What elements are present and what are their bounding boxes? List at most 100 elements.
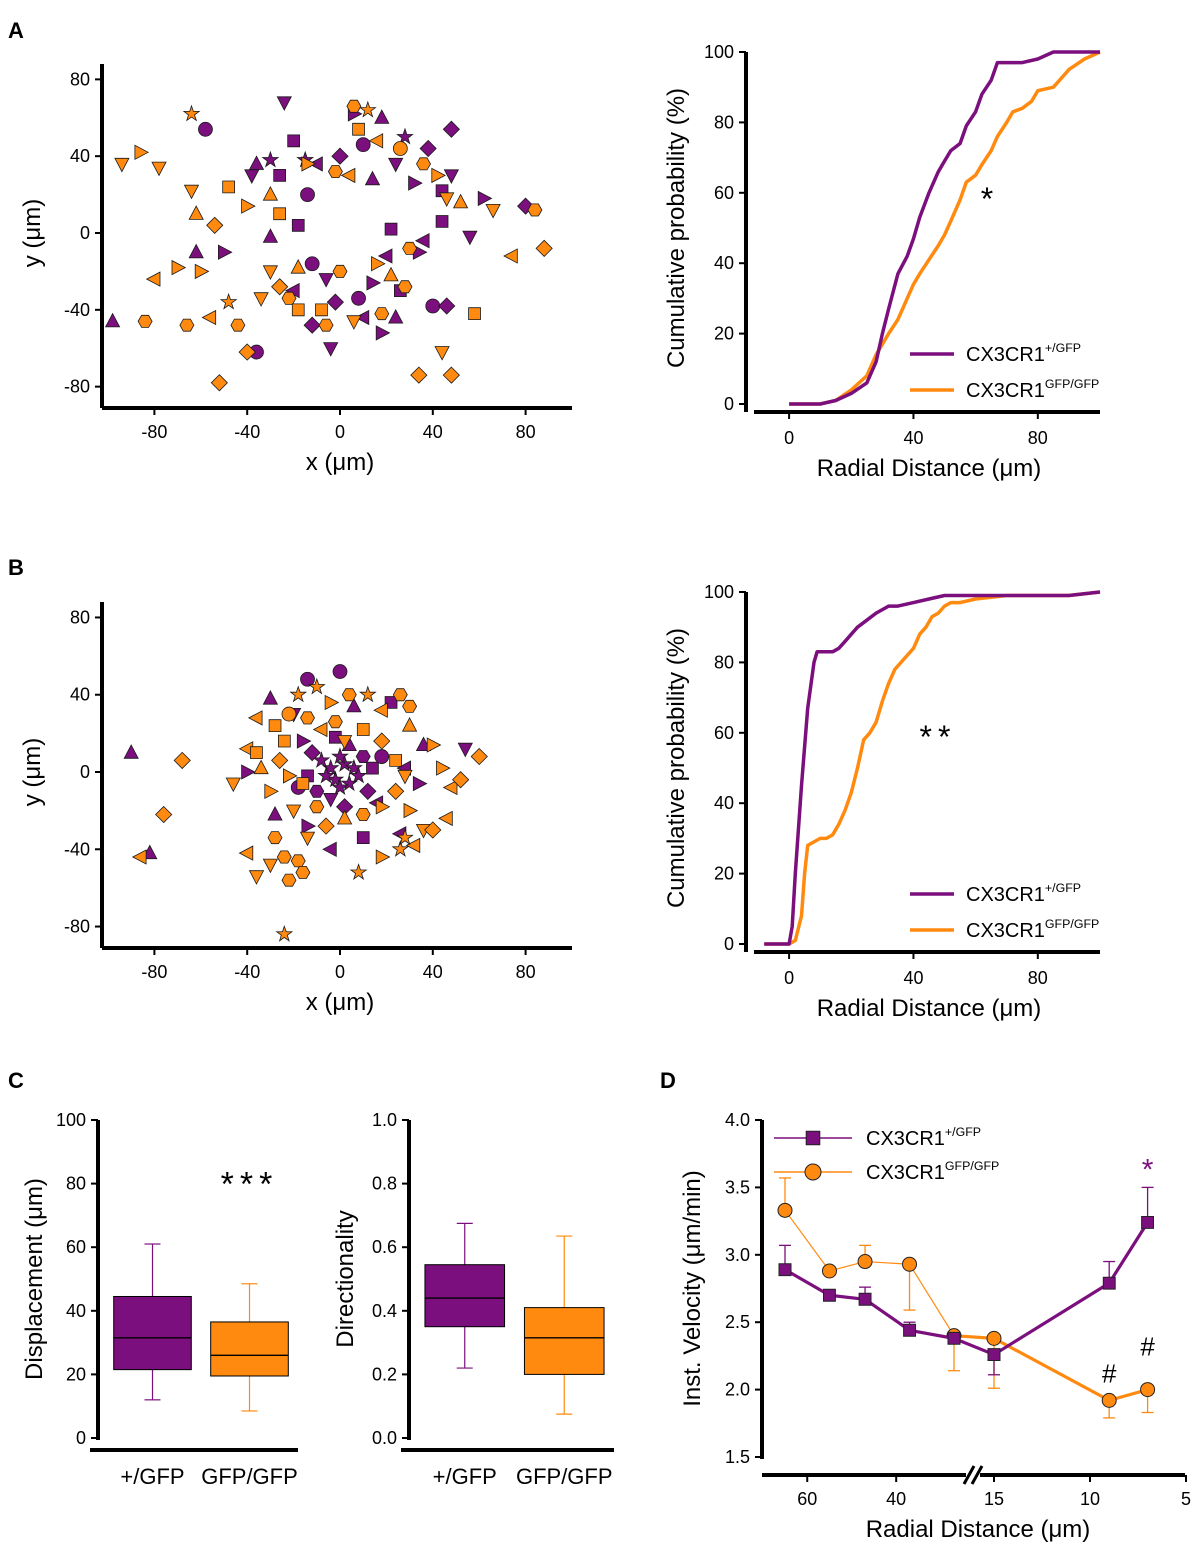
y-tick-label: 40	[714, 793, 734, 813]
significance-marker: *	[981, 181, 999, 217]
data-point-het	[355, 750, 371, 763]
series-segment	[784, 1268, 831, 1297]
data-point-ko	[155, 805, 173, 824]
data-point-het	[326, 293, 344, 311]
data-point-ko	[439, 192, 455, 207]
data-point-het	[312, 751, 331, 768]
category-label: +/GFP	[433, 1464, 497, 1489]
data-point-het	[241, 764, 256, 780]
y-tick-label: 0	[724, 394, 734, 414]
data-point-het	[198, 121, 213, 137]
data-point-het	[388, 308, 404, 324]
data-point-ko	[396, 828, 414, 846]
data-point-ko	[262, 858, 279, 874]
panel-label-d: D	[660, 1068, 676, 1093]
data-point-ko	[134, 144, 150, 160]
data-point-ko	[173, 751, 191, 770]
data-point-ko	[324, 694, 340, 711]
y-tick-label: 4.0	[725, 1110, 750, 1130]
data-point-ko	[275, 924, 294, 942]
panel-b-scatter-plot: -80 -40 0 40 80 -80 -40 0 40 80 x (μm) y (μm)	[19, 602, 572, 1016]
data-point-het	[1102, 1276, 1116, 1290]
data-point-ko	[424, 821, 442, 839]
data-point-ko	[300, 711, 315, 725]
data-point-het	[249, 344, 264, 360]
data-point-het	[349, 766, 368, 784]
y-tick-label: 0.4	[372, 1301, 397, 1321]
significance-marker: #	[1102, 1358, 1117, 1388]
y-tick-label: 80	[66, 1174, 86, 1194]
data-point-het	[323, 793, 339, 808]
data-point-het	[309, 784, 325, 798]
axis-break-mark	[962, 1465, 976, 1485]
data-point-het	[374, 749, 390, 764]
data-point-het	[1141, 1216, 1154, 1229]
significance-marker: *	[1142, 1153, 1154, 1186]
data-point-ko	[206, 216, 224, 234]
x-tick-label: -80	[141, 422, 167, 442]
legend-label-het: CX3CR1+/GFP	[966, 881, 1081, 906]
data-point-het	[377, 248, 393, 264]
y-tick-label: 100	[56, 1110, 86, 1130]
data-point-ko	[359, 100, 377, 118]
data-point-ko	[250, 746, 263, 759]
y-tick-label: 80	[70, 607, 90, 627]
box-ko	[210, 1321, 289, 1377]
panel-d-velocity-plot: 1.5 2.0 2.5 3.0 3.5 4.0 60 40 15 10 5 Radial Distan…	[679, 1110, 1191, 1543]
panel-c-displacement-boxplot: 0 20 40 60 80 100 Displacement (μm) +/GFP GFP/GF…	[21, 1110, 298, 1489]
panel-c-directionality-boxplot: 0.0 0.2 0.4 0.6 0.8 1.0 Directionality +/GFP GFP…	[332, 1110, 614, 1489]
series-segment	[993, 1281, 1111, 1356]
data-point-het	[903, 1323, 916, 1337]
y-tick-label: 2.5	[725, 1312, 750, 1332]
legend-label-ko: CX3CR1GFP/GFP	[966, 917, 1099, 942]
x-axis-label: Radial Distance (μm)	[817, 455, 1042, 482]
data-point-ko	[273, 207, 286, 221]
data-point-het	[462, 230, 478, 246]
significance-marker: ***	[221, 1166, 279, 1204]
y-tick-label: 0.6	[372, 1237, 397, 1257]
data-point-het	[301, 818, 317, 834]
data-point-het	[414, 233, 430, 249]
data-point-het	[823, 1288, 836, 1302]
data-point-ko	[1140, 1382, 1156, 1398]
data-point-ko	[527, 203, 543, 217]
panel-label-b: B	[8, 555, 24, 580]
data-point-ko	[268, 719, 282, 732]
data-point-ko	[468, 307, 481, 320]
data-point-het	[262, 228, 279, 243]
data-point-ko	[210, 374, 228, 392]
data-point-ko	[312, 721, 328, 738]
data-point-ko	[219, 292, 238, 310]
data-point-ko	[336, 809, 353, 825]
data-point-ko	[346, 315, 362, 330]
data-point-ko	[281, 706, 297, 722]
box-het	[424, 1264, 506, 1328]
data-point-ko	[296, 777, 310, 790]
panel-a-scatter-plot: -80 -40 0 40 80 -80 -40 0 40 80 x (μm) y (μm)	[19, 64, 572, 476]
data-point-het	[477, 190, 493, 207]
data-point-ko	[230, 318, 246, 332]
category-label: +/GFP	[120, 1464, 184, 1489]
legend-label-het: CX3CR1+/GFP	[966, 341, 1081, 366]
data-point-ko	[410, 366, 428, 384]
data-point-ko	[368, 133, 384, 149]
y-tick-label: 2.0	[725, 1380, 750, 1400]
data-point-ko	[383, 266, 399, 282]
data-point-het	[291, 219, 305, 232]
data-point-ko	[397, 769, 413, 785]
data-point-het	[345, 758, 363, 776]
data-point-ko	[1101, 1392, 1117, 1408]
y-tick-label: 0.8	[372, 1174, 397, 1194]
data-point-ko	[289, 685, 308, 703]
data-point-het	[296, 733, 312, 749]
data-point-ko	[452, 193, 469, 209]
cdf-line-het	[764, 590, 1101, 946]
data-point-ko	[225, 777, 241, 793]
data-point-ko	[327, 165, 343, 178]
data-point-het	[355, 137, 371, 153]
data-point-ko	[336, 735, 353, 750]
data-point-het	[322, 841, 337, 857]
data-point-het	[356, 831, 370, 844]
data-point-het	[318, 273, 334, 288]
data-point-ko	[416, 157, 431, 171]
